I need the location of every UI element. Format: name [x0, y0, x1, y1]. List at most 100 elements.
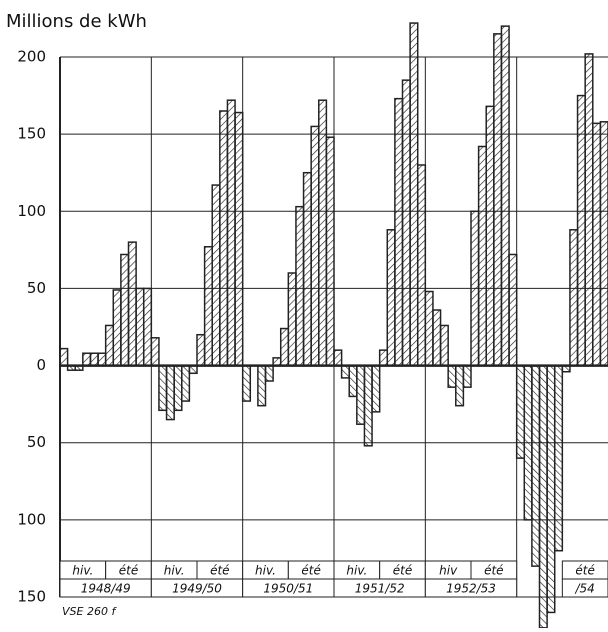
season-label: hiv.: [164, 564, 185, 578]
bar: [569, 229, 579, 367]
bar: [553, 364, 564, 552]
season-label: été: [119, 564, 138, 578]
bar: [188, 364, 198, 375]
bar: [538, 364, 548, 629]
bar: [576, 94, 586, 367]
bar: [477, 145, 487, 367]
bar: [348, 364, 358, 398]
year-label: 1950/51: [263, 582, 313, 596]
y-tick-label: 150: [17, 125, 46, 143]
bar: [508, 253, 518, 367]
y-tick-label: 150: [17, 588, 46, 606]
bar: [386, 229, 396, 367]
bar: [135, 287, 145, 367]
bar: [462, 364, 472, 388]
season-label: hiv.: [346, 564, 367, 578]
note: VSE 260 f: [62, 605, 117, 618]
bar: [295, 205, 305, 367]
bar: [409, 22, 419, 367]
bar: [104, 324, 115, 367]
y-tick-label: 200: [17, 48, 46, 66]
bar: [401, 79, 411, 367]
bar: [523, 364, 533, 521]
bar: [439, 324, 449, 367]
bar: [584, 53, 594, 367]
season-label: été: [210, 564, 229, 578]
bar: [173, 364, 183, 412]
bar: [142, 287, 153, 367]
season-label: été: [484, 564, 503, 578]
bar: [356, 364, 366, 425]
bar: [89, 352, 99, 367]
bar: [112, 289, 122, 367]
bar: [500, 25, 510, 367]
bar: [226, 99, 236, 367]
bar: [333, 349, 343, 367]
bar: [66, 364, 76, 371]
bar: [325, 136, 335, 367]
bar: [196, 333, 206, 367]
bar: [470, 210, 480, 367]
bar: [531, 364, 541, 567]
bar: [279, 327, 290, 367]
bar: [97, 352, 107, 367]
year-label: 1952/53: [446, 582, 496, 596]
bar: [158, 364, 168, 412]
bar: [546, 364, 556, 614]
bar: [203, 246, 213, 367]
bar: [287, 272, 297, 367]
bar: [318, 99, 328, 367]
bar: [257, 364, 267, 407]
year-label: /54: [575, 582, 595, 596]
table-cell: [424, 578, 518, 598]
bar: [264, 364, 274, 382]
bar: [592, 122, 602, 367]
bar: [127, 241, 137, 367]
bar: [424, 290, 434, 367]
bar: [310, 125, 320, 367]
bar: [59, 347, 69, 367]
bar: [165, 364, 175, 421]
y-tick-label: 100: [17, 510, 46, 528]
bar: [302, 171, 312, 367]
bar: [599, 121, 608, 367]
bar: [82, 352, 92, 367]
bar: [493, 33, 503, 367]
year-label: 1949/50: [172, 582, 222, 596]
y-tick-label: 100: [17, 202, 46, 220]
bar: [455, 364, 465, 407]
bar: [211, 184, 221, 367]
bar: [340, 364, 350, 379]
bar: [234, 111, 244, 367]
y-tick-label: 50: [27, 433, 46, 451]
season-label: hiv: [439, 564, 458, 578]
year-label: 1948/49: [81, 582, 131, 596]
y-tick-label: 50: [27, 279, 46, 297]
bar: [150, 337, 160, 367]
bar: [485, 105, 495, 367]
year-label: 1951/52: [355, 582, 405, 596]
bar: [515, 364, 526, 459]
bar: [241, 364, 252, 402]
season-label: été: [393, 564, 412, 578]
bar: [272, 357, 282, 367]
bar: [363, 364, 373, 447]
season-label: hiv.: [255, 564, 276, 578]
chart-title: Millions de kWh: [6, 11, 147, 32]
bar: [561, 364, 571, 373]
bar: [447, 364, 457, 388]
bar: [394, 97, 404, 367]
season-label: été: [301, 564, 320, 578]
season-label: été: [575, 564, 594, 578]
bar: [432, 309, 442, 367]
bar: [378, 349, 389, 367]
bar: [219, 110, 229, 367]
bar: [416, 164, 427, 367]
season-label: hiv.: [72, 564, 93, 578]
bar: [74, 364, 84, 371]
bar: [371, 364, 381, 413]
bar: [181, 364, 191, 402]
y-tick-label: 0: [36, 356, 46, 374]
bar: [120, 253, 130, 367]
